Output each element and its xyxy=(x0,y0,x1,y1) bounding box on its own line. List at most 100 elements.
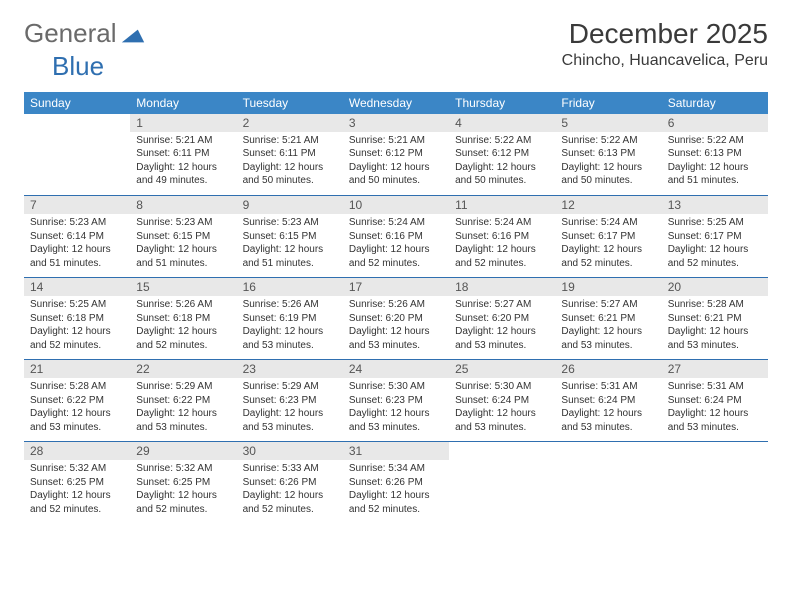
sunset-text: Sunset: 6:26 PM xyxy=(243,476,337,490)
day-number: 5 xyxy=(555,114,661,132)
day-details: Sunrise: 5:25 AMSunset: 6:17 PMDaylight:… xyxy=(662,214,768,274)
calendar-day-cell: 11Sunrise: 5:24 AMSunset: 6:16 PMDayligh… xyxy=(449,196,555,278)
sunset-text: Sunset: 6:11 PM xyxy=(243,147,337,161)
sunrise-text: Sunrise: 5:22 AM xyxy=(561,134,655,148)
calendar-day-cell: 27Sunrise: 5:31 AMSunset: 6:24 PMDayligh… xyxy=(662,360,768,442)
sunset-text: Sunset: 6:26 PM xyxy=(349,476,443,490)
daylight-text: Daylight: 12 hours and 52 minutes. xyxy=(30,325,124,352)
sunset-text: Sunset: 6:25 PM xyxy=(136,476,230,490)
day-details: Sunrise: 5:28 AMSunset: 6:21 PMDaylight:… xyxy=(662,296,768,356)
calendar-body: 1Sunrise: 5:21 AMSunset: 6:11 PMDaylight… xyxy=(24,114,768,524)
daylight-text: Daylight: 12 hours and 51 minutes. xyxy=(30,243,124,270)
sunrise-text: Sunrise: 5:29 AM xyxy=(243,380,337,394)
sunrise-text: Sunrise: 5:21 AM xyxy=(136,134,230,148)
day-details: Sunrise: 5:32 AMSunset: 6:25 PMDaylight:… xyxy=(130,460,236,520)
day-details: Sunrise: 5:26 AMSunset: 6:18 PMDaylight:… xyxy=(130,296,236,356)
calendar-day-cell: 1Sunrise: 5:21 AMSunset: 6:11 PMDaylight… xyxy=(130,114,236,196)
day-number: 21 xyxy=(24,360,130,378)
sunset-text: Sunset: 6:23 PM xyxy=(349,394,443,408)
day-details: Sunrise: 5:33 AMSunset: 6:26 PMDaylight:… xyxy=(237,460,343,520)
calendar-day-cell: 25Sunrise: 5:30 AMSunset: 6:24 PMDayligh… xyxy=(449,360,555,442)
calendar-day-cell: 7Sunrise: 5:23 AMSunset: 6:14 PMDaylight… xyxy=(24,196,130,278)
day-details: Sunrise: 5:22 AMSunset: 6:13 PMDaylight:… xyxy=(662,132,768,192)
sunrise-text: Sunrise: 5:27 AM xyxy=(561,298,655,312)
day-number: 26 xyxy=(555,360,661,378)
daylight-text: Daylight: 12 hours and 50 minutes. xyxy=(455,161,549,188)
sunset-text: Sunset: 6:18 PM xyxy=(136,312,230,326)
sunrise-text: Sunrise: 5:21 AM xyxy=(243,134,337,148)
daylight-text: Daylight: 12 hours and 52 minutes. xyxy=(349,243,443,270)
sunset-text: Sunset: 6:20 PM xyxy=(455,312,549,326)
day-details: Sunrise: 5:25 AMSunset: 6:18 PMDaylight:… xyxy=(24,296,130,356)
calendar-day-cell: 19Sunrise: 5:27 AMSunset: 6:21 PMDayligh… xyxy=(555,278,661,360)
calendar-day-cell: 20Sunrise: 5:28 AMSunset: 6:21 PMDayligh… xyxy=(662,278,768,360)
day-number: 30 xyxy=(237,442,343,460)
calendar-day-cell: 12Sunrise: 5:24 AMSunset: 6:17 PMDayligh… xyxy=(555,196,661,278)
daylight-text: Daylight: 12 hours and 53 minutes. xyxy=(668,407,762,434)
calendar-day-cell: 30Sunrise: 5:33 AMSunset: 6:26 PMDayligh… xyxy=(237,442,343,524)
day-number: 31 xyxy=(343,442,449,460)
sunset-text: Sunset: 6:20 PM xyxy=(349,312,443,326)
day-details: Sunrise: 5:21 AMSunset: 6:12 PMDaylight:… xyxy=(343,132,449,192)
day-number: 17 xyxy=(343,278,449,296)
day-number: 19 xyxy=(555,278,661,296)
daylight-text: Daylight: 12 hours and 50 minutes. xyxy=(349,161,443,188)
day-number: 24 xyxy=(343,360,449,378)
sunrise-text: Sunrise: 5:30 AM xyxy=(455,380,549,394)
day-details: Sunrise: 5:34 AMSunset: 6:26 PMDaylight:… xyxy=(343,460,449,520)
calendar-day-cell: 14Sunrise: 5:25 AMSunset: 6:18 PMDayligh… xyxy=(24,278,130,360)
day-details: Sunrise: 5:24 AMSunset: 6:16 PMDaylight:… xyxy=(343,214,449,274)
daylight-text: Daylight: 12 hours and 53 minutes. xyxy=(561,407,655,434)
day-details: Sunrise: 5:24 AMSunset: 6:16 PMDaylight:… xyxy=(449,214,555,274)
sunset-text: Sunset: 6:11 PM xyxy=(136,147,230,161)
sunrise-text: Sunrise: 5:25 AM xyxy=(30,298,124,312)
sunset-text: Sunset: 6:18 PM xyxy=(30,312,124,326)
day-number: 22 xyxy=(130,360,236,378)
calendar-day-cell: 21Sunrise: 5:28 AMSunset: 6:22 PMDayligh… xyxy=(24,360,130,442)
weekday-header: Wednesday xyxy=(343,92,449,114)
calendar-day-cell: 22Sunrise: 5:29 AMSunset: 6:22 PMDayligh… xyxy=(130,360,236,442)
sunrise-text: Sunrise: 5:31 AM xyxy=(561,380,655,394)
sunrise-text: Sunrise: 5:24 AM xyxy=(349,216,443,230)
sunrise-text: Sunrise: 5:22 AM xyxy=(668,134,762,148)
day-details: Sunrise: 5:27 AMSunset: 6:20 PMDaylight:… xyxy=(449,296,555,356)
daylight-text: Daylight: 12 hours and 53 minutes. xyxy=(349,325,443,352)
day-number: 7 xyxy=(24,196,130,214)
calendar-day-cell: 3Sunrise: 5:21 AMSunset: 6:12 PMDaylight… xyxy=(343,114,449,196)
day-details: Sunrise: 5:23 AMSunset: 6:15 PMDaylight:… xyxy=(237,214,343,274)
sunset-text: Sunset: 6:16 PM xyxy=(349,230,443,244)
sunset-text: Sunset: 6:22 PM xyxy=(136,394,230,408)
daylight-text: Daylight: 12 hours and 52 minutes. xyxy=(136,489,230,516)
calendar-day-cell: 29Sunrise: 5:32 AMSunset: 6:25 PMDayligh… xyxy=(130,442,236,524)
day-details: Sunrise: 5:26 AMSunset: 6:19 PMDaylight:… xyxy=(237,296,343,356)
sunset-text: Sunset: 6:12 PM xyxy=(455,147,549,161)
weekday-header: Tuesday xyxy=(237,92,343,114)
day-details: Sunrise: 5:30 AMSunset: 6:23 PMDaylight:… xyxy=(343,378,449,438)
calendar-day-cell: 10Sunrise: 5:24 AMSunset: 6:16 PMDayligh… xyxy=(343,196,449,278)
title-block: December 2025 Chincho, Huancavelica, Per… xyxy=(562,18,768,70)
day-details: Sunrise: 5:21 AMSunset: 6:11 PMDaylight:… xyxy=(237,132,343,192)
day-details: Sunrise: 5:24 AMSunset: 6:17 PMDaylight:… xyxy=(555,214,661,274)
month-year-title: December 2025 xyxy=(562,18,768,50)
calendar-day-cell: 24Sunrise: 5:30 AMSunset: 6:23 PMDayligh… xyxy=(343,360,449,442)
day-number: 8 xyxy=(130,196,236,214)
daylight-text: Daylight: 12 hours and 53 minutes. xyxy=(455,407,549,434)
daylight-text: Daylight: 12 hours and 52 minutes. xyxy=(349,489,443,516)
day-number: 14 xyxy=(24,278,130,296)
day-number: 20 xyxy=(662,278,768,296)
calendar-day-cell: 17Sunrise: 5:26 AMSunset: 6:20 PMDayligh… xyxy=(343,278,449,360)
day-details: Sunrise: 5:23 AMSunset: 6:14 PMDaylight:… xyxy=(24,214,130,274)
day-number: 3 xyxy=(343,114,449,132)
day-number: 18 xyxy=(449,278,555,296)
calendar-day-cell xyxy=(449,442,555,524)
calendar-day-cell xyxy=(24,114,130,196)
day-number: 23 xyxy=(237,360,343,378)
daylight-text: Daylight: 12 hours and 52 minutes. xyxy=(668,243,762,270)
daylight-text: Daylight: 12 hours and 53 minutes. xyxy=(136,407,230,434)
day-details: Sunrise: 5:28 AMSunset: 6:22 PMDaylight:… xyxy=(24,378,130,438)
daylight-text: Daylight: 12 hours and 49 minutes. xyxy=(136,161,230,188)
sunrise-text: Sunrise: 5:23 AM xyxy=(243,216,337,230)
sunset-text: Sunset: 6:17 PM xyxy=(561,230,655,244)
sunset-text: Sunset: 6:24 PM xyxy=(455,394,549,408)
daylight-text: Daylight: 12 hours and 53 minutes. xyxy=(349,407,443,434)
